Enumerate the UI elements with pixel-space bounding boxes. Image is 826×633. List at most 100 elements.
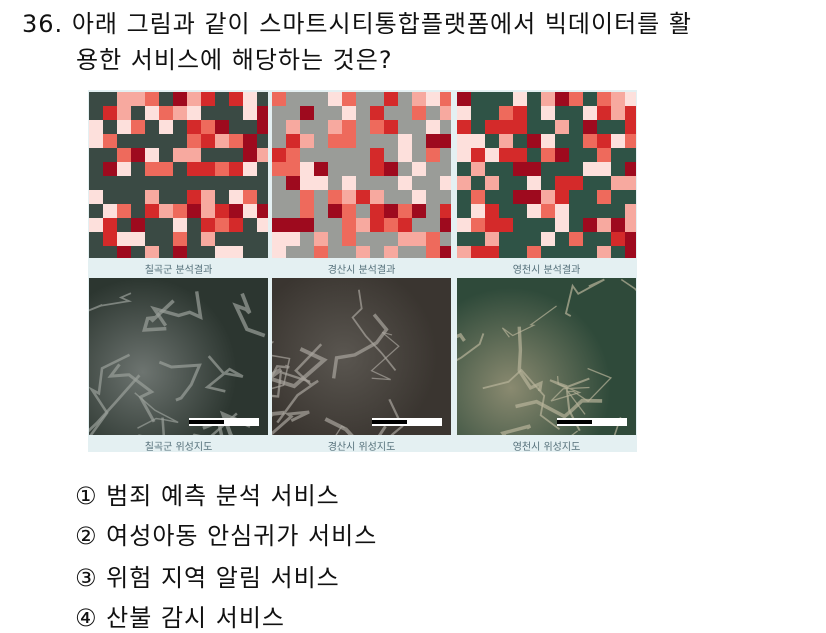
heat-cell [300, 176, 314, 190]
heat-cell [611, 92, 625, 106]
heat-cell [426, 246, 440, 258]
valley-line [370, 331, 400, 381]
heat-cell [286, 148, 300, 162]
heat-cell [471, 148, 485, 162]
valley-line [89, 374, 141, 433]
heat-cell [499, 106, 513, 120]
heat-cell [229, 204, 243, 218]
heat-cell [103, 106, 117, 120]
heat-cell [583, 218, 597, 232]
heat-cell [384, 246, 398, 258]
heat-cell [342, 204, 356, 218]
valley-line [272, 410, 310, 435]
heat-cell [398, 134, 412, 148]
heat-cell [499, 218, 513, 232]
heat-cell [527, 176, 541, 190]
heat-cell [131, 232, 145, 246]
heat-cell [103, 162, 117, 176]
heat-cell [286, 176, 300, 190]
heat-cell [583, 162, 597, 176]
heat-cell [513, 162, 527, 176]
heat-cell [131, 120, 145, 134]
heat-cell [384, 92, 398, 106]
heat-cell [173, 232, 187, 246]
heat-cell [272, 162, 286, 176]
heat-cell [257, 204, 268, 218]
heat-cell [229, 162, 243, 176]
heat-cell [201, 92, 215, 106]
heat-cell [611, 106, 625, 120]
heat-cell [527, 204, 541, 218]
heat-cell [243, 204, 257, 218]
valley-line [150, 291, 203, 327]
heat-cell [499, 134, 513, 148]
option-1[interactable]: ① 범죄 예측 분석 서비스 [75, 476, 340, 511]
valley-line [620, 278, 636, 292]
question-number: 36. [22, 10, 64, 38]
heat-cell [272, 92, 286, 106]
heat-cell [440, 176, 451, 190]
heat-cell [370, 190, 384, 204]
heat-cell [527, 162, 541, 176]
heat-cell [215, 120, 229, 134]
caption: 칠곡군 분석결과 [144, 265, 213, 276]
option-3[interactable]: ③ 위험 지역 알림 서비스 [75, 558, 340, 593]
heat-cell [201, 162, 215, 176]
valley-line [142, 299, 175, 332]
option-2[interactable]: ② 여성아동 안심귀가 서비스 [75, 516, 377, 551]
heat-cell [300, 162, 314, 176]
heat-cell [611, 134, 625, 148]
heat-cell [342, 176, 356, 190]
heat-cell [583, 106, 597, 120]
heat-cell [187, 106, 201, 120]
heat-cell [187, 204, 201, 218]
heat-cell [485, 218, 499, 232]
heat-cell [625, 106, 636, 120]
caption: 영천시 분석결과 [512, 265, 581, 276]
heat-cell [145, 190, 159, 204]
heat-cell [625, 134, 636, 148]
caption: 경산시 분석결과 [327, 265, 396, 276]
heat-cell [398, 204, 412, 218]
heat-cell [527, 134, 541, 148]
valley-line [501, 305, 557, 338]
option-text: 산불 감시 서비스 [106, 604, 285, 632]
question-text: 아래 그림과 같이 스마트시티통합플랫폼에서 빅데이터를 활 [71, 10, 692, 38]
heat-cell [215, 204, 229, 218]
heat-cell [625, 92, 636, 106]
heat-cell [541, 190, 555, 204]
heat-cell [229, 190, 243, 204]
heat-cell [384, 218, 398, 232]
heat-cell [229, 92, 243, 106]
satellite-gyeongsan [272, 278, 451, 435]
option-mark: ④ [75, 604, 98, 632]
heat-cell [257, 148, 268, 162]
heat-cell [229, 246, 243, 258]
heat-cell [103, 218, 117, 232]
heat-cell [471, 134, 485, 148]
heat-cell [187, 120, 201, 134]
heat-cell [342, 218, 356, 232]
heat-cell [426, 148, 440, 162]
heat-cell [145, 106, 159, 120]
heat-cell [555, 120, 569, 134]
heat-cell [513, 92, 527, 106]
heat-cell [541, 232, 555, 246]
heat-cell [412, 106, 426, 120]
heat-cell [145, 92, 159, 106]
heat-cell [201, 134, 215, 148]
option-4[interactable]: ④ 산불 감시 서비스 [75, 598, 285, 633]
heat-cell [356, 246, 370, 258]
heat-cell [215, 218, 229, 232]
heat-cell [286, 218, 300, 232]
satellite-yeongcheon [457, 278, 636, 435]
heat-cell [215, 162, 229, 176]
heat-cell [398, 218, 412, 232]
heat-cell [412, 204, 426, 218]
heat-cell [597, 92, 611, 106]
heat-cell [541, 204, 555, 218]
heat-cell [243, 92, 257, 106]
valley-line [457, 332, 466, 342]
heat-cell [569, 176, 583, 190]
heat-cell [103, 232, 117, 246]
